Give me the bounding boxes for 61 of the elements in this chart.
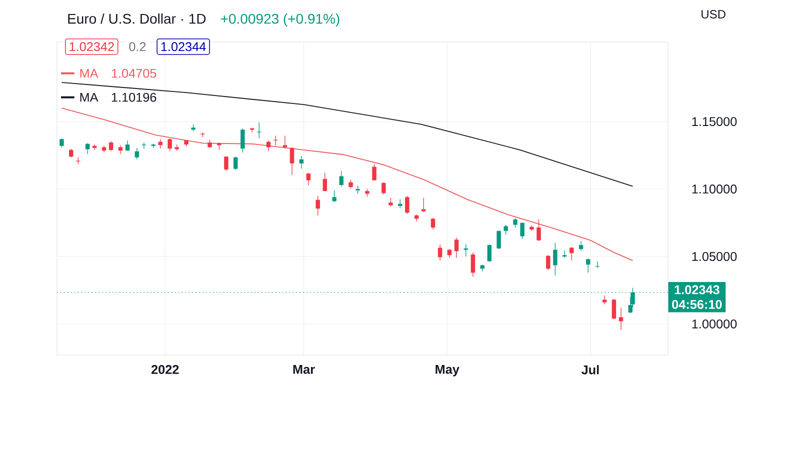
y-tick-label: 1.00000 xyxy=(692,319,737,328)
candlestick xyxy=(316,195,320,216)
annotation: 0.2 xyxy=(129,42,146,52)
candlestick xyxy=(224,156,228,172)
candlestick xyxy=(299,156,304,170)
line-series xyxy=(61,108,634,262)
candlestick xyxy=(504,224,508,236)
line-series xyxy=(61,82,634,187)
x-tick-label: 2022 xyxy=(151,365,179,374)
candlestick xyxy=(438,244,442,261)
legend-label: MA xyxy=(80,92,98,102)
annotation: 1.04705 xyxy=(112,68,156,78)
y-tick-label: 1.10000 xyxy=(692,184,737,194)
candlestick xyxy=(405,195,410,214)
candlestick xyxy=(290,146,294,176)
annotation: 1.10196 xyxy=(112,92,156,102)
x-tick-label: May xyxy=(436,365,460,376)
y-tick-label: 1.05000 xyxy=(692,252,737,261)
candlestick xyxy=(134,148,140,160)
candlestick xyxy=(586,258,590,274)
candlestick xyxy=(256,122,262,139)
chart-title: Euro / U.S. Dollar · 1D xyxy=(68,13,206,24)
candlestick xyxy=(578,240,584,251)
candlestick xyxy=(108,140,114,152)
x-tick-label: Mar xyxy=(293,365,315,374)
candlestick xyxy=(536,219,541,242)
candlestick xyxy=(546,254,550,270)
candlestick xyxy=(513,218,518,228)
candlestick xyxy=(306,172,311,186)
candlestick xyxy=(570,246,574,261)
candlestick xyxy=(339,170,344,187)
y-axis-title: USD xyxy=(702,10,726,19)
candlestick xyxy=(430,218,436,230)
candlestick xyxy=(168,138,172,152)
candlestick xyxy=(618,307,624,330)
ref-line-label: 1.02343 xyxy=(674,285,720,294)
legend-label: MA xyxy=(80,68,98,78)
candlestick xyxy=(118,144,123,154)
annotation: 1.02342 xyxy=(70,42,114,52)
candlestick xyxy=(487,244,492,262)
candlestick xyxy=(454,237,459,258)
candlestick xyxy=(322,172,328,192)
text: 04:56:10 xyxy=(672,300,722,309)
candlestick xyxy=(372,164,376,181)
candlestick xyxy=(240,128,245,153)
candlestick xyxy=(520,222,524,240)
candlestick xyxy=(612,298,616,320)
candlestick xyxy=(602,295,607,305)
candlestick xyxy=(382,182,386,195)
candlestick xyxy=(282,135,288,149)
candlestick xyxy=(470,252,476,278)
chart-subtitle: +0.00923 (+0.91%) xyxy=(221,13,340,27)
candlestick xyxy=(464,244,468,257)
candlestick xyxy=(421,197,426,212)
candlestick xyxy=(553,242,558,276)
y-tick-label: 1.15000 xyxy=(692,117,737,126)
candlestick xyxy=(332,190,336,202)
x-tick-label: Jul xyxy=(581,365,599,374)
annotation: 1.02344 xyxy=(161,42,206,52)
candlestick xyxy=(496,230,501,250)
candlestick xyxy=(233,156,238,170)
